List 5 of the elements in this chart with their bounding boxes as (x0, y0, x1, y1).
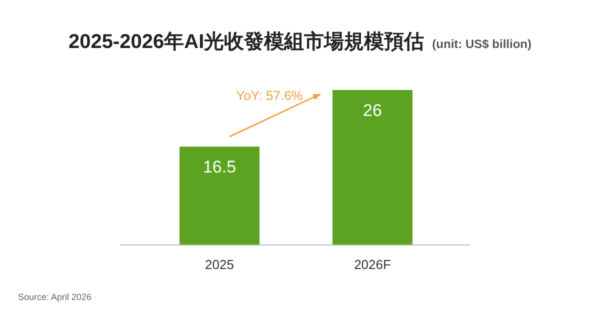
annotation: YoY: 57.6% (236, 88, 303, 103)
chart-title: 2025-2026年AI光收發模組市場規模預估 (68, 30, 424, 53)
title: 2025-2026年AI光收發模組市場規模預估 (unit: US$ billion) (68, 31, 532, 53)
annotation: Source: April 2026 (18, 292, 92, 302)
subtitle: (unit: US$ billion) (432, 37, 532, 51)
